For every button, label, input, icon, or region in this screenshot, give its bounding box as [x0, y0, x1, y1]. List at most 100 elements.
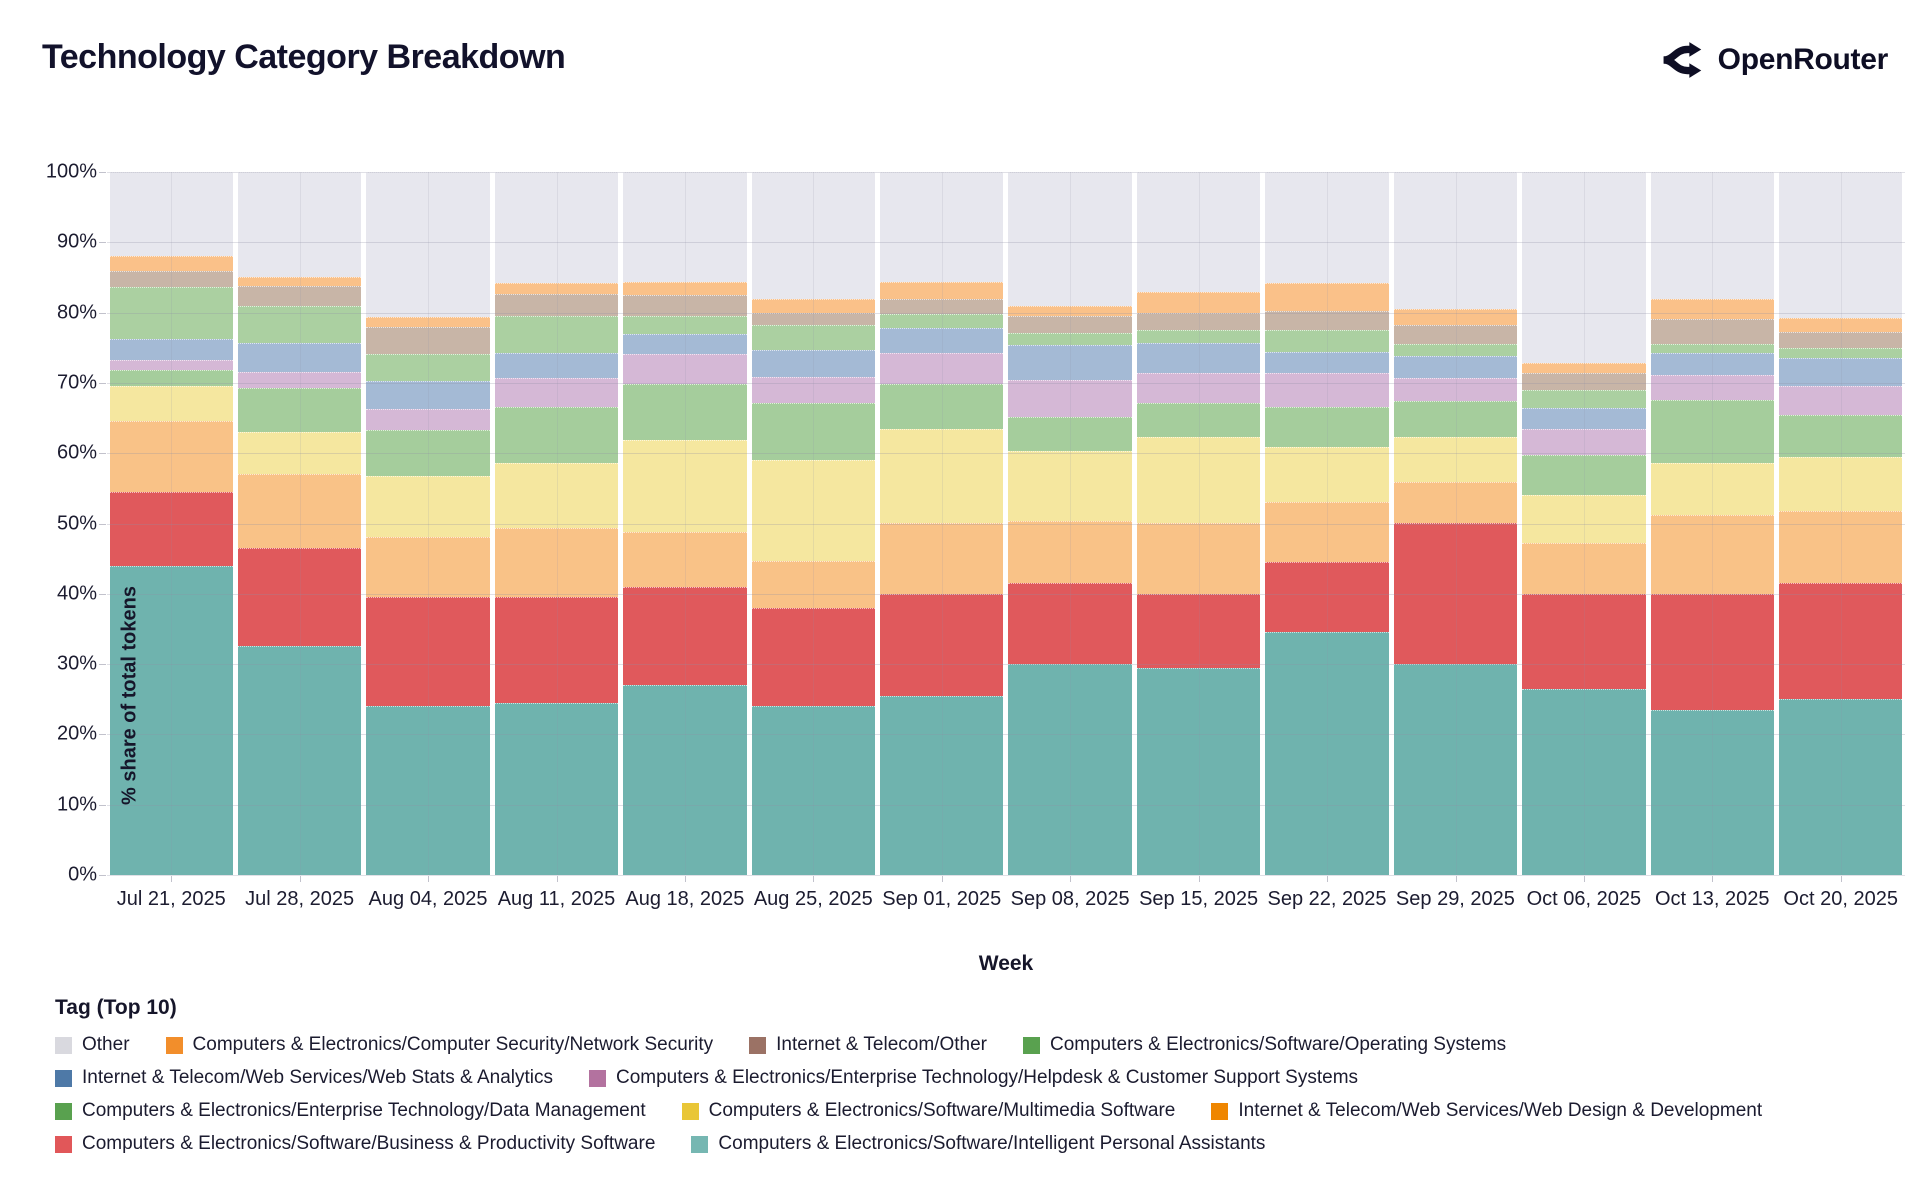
bar-segment[interactable]: [366, 316, 490, 328]
bar-segment[interactable]: [1136, 172, 1261, 292]
bar-segment[interactable]: [1008, 344, 1132, 381]
bar-segment[interactable]: [1778, 511, 1903, 584]
bar-segment[interactable]: [109, 286, 233, 340]
bar-segment[interactable]: [1650, 514, 1774, 594]
bar-segment[interactable]: [237, 388, 362, 433]
bar-segment[interactable]: [1650, 709, 1774, 875]
bar-segment[interactable]: [1393, 523, 1518, 664]
bar-segment[interactable]: [1650, 343, 1774, 353]
brand-logo[interactable]: OpenRouter: [1659, 38, 1888, 82]
bar-segment[interactable]: [623, 354, 747, 385]
bar-segment[interactable]: [237, 172, 362, 278]
bar-segment[interactable]: [1522, 494, 1646, 544]
legend-item[interactable]: Computers & Electronics/Software/Intelli…: [691, 1133, 1265, 1155]
bar-segment[interactable]: [494, 352, 619, 378]
bar-segment[interactable]: [1008, 380, 1132, 418]
bar-segment[interactable]: [623, 295, 747, 317]
bar-segment[interactable]: [1265, 407, 1389, 447]
legend-item[interactable]: Computers & Electronics/Software/Multime…: [681, 1100, 1175, 1122]
bar-segment[interactable]: [1778, 415, 1903, 458]
legend-item[interactable]: Internet & Telecom/Web Services/Web Desi…: [1211, 1100, 1762, 1122]
bar-segment[interactable]: [1522, 428, 1646, 455]
bar-segment[interactable]: [1778, 457, 1903, 512]
legend-item[interactable]: Computers & Electronics/Enterprise Techn…: [589, 1067, 1358, 1089]
bar-segment[interactable]: [1650, 172, 1774, 300]
bar-segment[interactable]: [1265, 446, 1389, 503]
bar-segment[interactable]: [751, 349, 876, 377]
bar-segment[interactable]: [1778, 386, 1903, 416]
bar-segment[interactable]: [1393, 325, 1518, 344]
bar-segment[interactable]: [751, 299, 876, 314]
bar-segment[interactable]: [237, 474, 362, 549]
bar-segment[interactable]: [1522, 373, 1646, 390]
bar-segment[interactable]: [237, 548, 362, 647]
bar-segment[interactable]: [366, 381, 490, 409]
bar-segment[interactable]: [623, 334, 747, 355]
bar-segment[interactable]: [366, 327, 490, 355]
bar-segment[interactable]: [1265, 502, 1389, 563]
bar-segment[interactable]: [494, 406, 619, 463]
bar-segment[interactable]: [1778, 583, 1903, 700]
bar-segment[interactable]: [1265, 351, 1389, 373]
bar-segment[interactable]: [366, 354, 490, 382]
bar-segment[interactable]: [1393, 664, 1518, 875]
bar-segment[interactable]: [1778, 172, 1903, 319]
bar-segment[interactable]: [1136, 436, 1261, 524]
bar-segment[interactable]: [1650, 352, 1774, 376]
bar-segment[interactable]: [1393, 172, 1518, 310]
bar-segment[interactable]: [623, 531, 747, 587]
bar-segment[interactable]: [623, 440, 747, 532]
bar-segment[interactable]: [1265, 632, 1389, 875]
bar-segment[interactable]: [1008, 172, 1132, 307]
bar-segment[interactable]: [623, 384, 747, 441]
bar-segment[interactable]: [1008, 306, 1132, 317]
bar-segment[interactable]: [1778, 357, 1903, 387]
bar-segment[interactable]: [109, 359, 233, 371]
bar-segment[interactable]: [109, 172, 233, 257]
legend-item[interactable]: Computers & Electronics/Software/Busines…: [55, 1133, 655, 1155]
bar-segment[interactable]: [1008, 664, 1132, 875]
bar-segment[interactable]: [1778, 318, 1903, 332]
bar-segment[interactable]: [237, 646, 362, 875]
bar-segment[interactable]: [1265, 330, 1389, 352]
bar-segment[interactable]: [751, 376, 876, 404]
bar-segment[interactable]: [1650, 462, 1774, 515]
bar-segment[interactable]: [494, 528, 619, 598]
bar-segment[interactable]: [880, 281, 1004, 299]
bar-segment[interactable]: [1522, 362, 1646, 374]
bar-segment[interactable]: [880, 429, 1004, 523]
bar-segment[interactable]: [1136, 313, 1261, 331]
bar-segment[interactable]: [1522, 454, 1646, 495]
bar-segment[interactable]: [880, 313, 1004, 329]
bar-segment[interactable]: [1522, 389, 1646, 409]
bar-segment[interactable]: [880, 384, 1004, 430]
bar-segment[interactable]: [751, 324, 876, 350]
legend-item[interactable]: Internet & Telecom/Web Services/Web Stat…: [55, 1067, 553, 1089]
bar-segment[interactable]: [494, 316, 619, 353]
bar-segment[interactable]: [1008, 583, 1132, 665]
bar-segment[interactable]: [1393, 356, 1518, 378]
bar-segment[interactable]: [1136, 667, 1261, 875]
bar-segment[interactable]: [366, 475, 490, 538]
bar-segment[interactable]: [1522, 688, 1646, 875]
bar-segment[interactable]: [751, 607, 876, 707]
bar-segment[interactable]: [1136, 523, 1261, 594]
bar-segment[interactable]: [366, 537, 490, 598]
bar-segment[interactable]: [109, 339, 233, 360]
bar-segment[interactable]: [1778, 699, 1903, 875]
bar-segment[interactable]: [880, 695, 1004, 875]
bar-segment[interactable]: [494, 377, 619, 407]
legend-item[interactable]: Computers & Electronics/Software/Operati…: [1022, 1034, 1506, 1056]
bar-segment[interactable]: [880, 352, 1004, 385]
bar-segment[interactable]: [1008, 451, 1132, 521]
bar-segment[interactable]: [109, 271, 233, 287]
bar-segment[interactable]: [1008, 316, 1132, 333]
bar-segment[interactable]: [1778, 331, 1903, 349]
bar-segment[interactable]: [237, 372, 362, 389]
bar-segment[interactable]: [109, 386, 233, 422]
bar-segment[interactable]: [751, 706, 876, 875]
bar-segment[interactable]: [366, 597, 490, 707]
bar-segment[interactable]: [494, 172, 619, 284]
bar-segment[interactable]: [1008, 417, 1132, 452]
legend-item[interactable]: Internet & Telecom/Other: [749, 1034, 987, 1056]
